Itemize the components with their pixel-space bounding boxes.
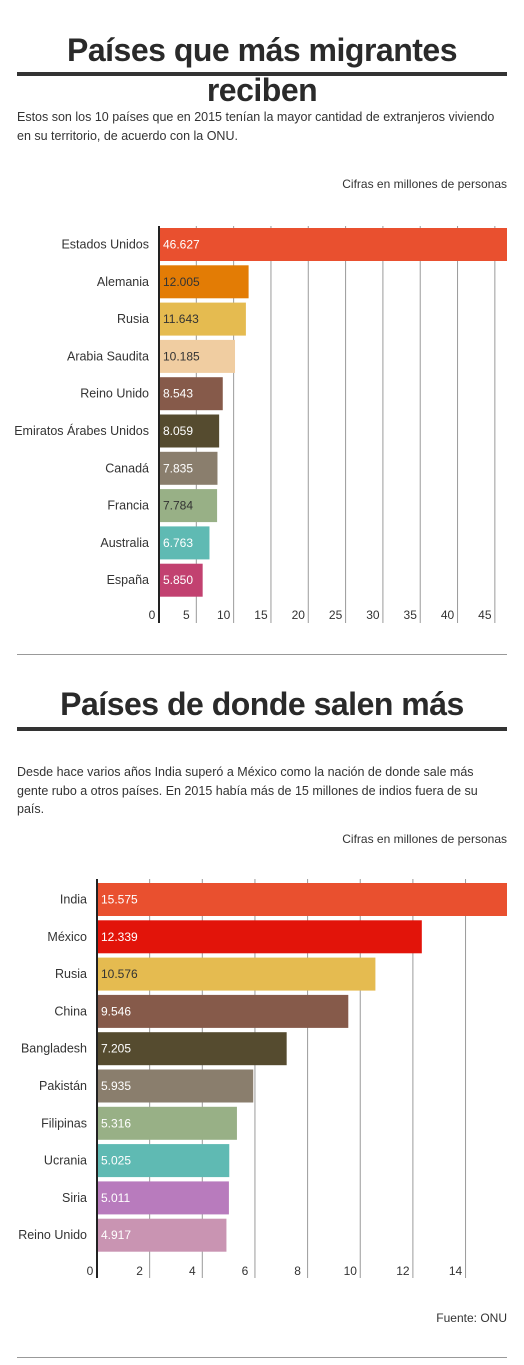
value-label: 8.543 xyxy=(163,387,193,401)
x-tick-label: 35 xyxy=(404,608,418,622)
category-label: Arabia Saudita xyxy=(67,349,149,363)
bar-6 xyxy=(159,451,218,485)
value-label: 6.763 xyxy=(163,536,193,550)
value-label: 4.917 xyxy=(101,1228,131,1242)
source-note: Fuente: ONU xyxy=(436,1311,507,1325)
x-tick-label: 4 xyxy=(189,1264,196,1278)
category-label: Rusia xyxy=(55,967,87,981)
bottom-rule xyxy=(17,1357,507,1358)
x-tick-label: 0 xyxy=(149,608,156,622)
x-tick-label: 8 xyxy=(294,1264,301,1278)
value-label: 15.575 xyxy=(101,893,138,907)
value-label: 7.784 xyxy=(163,499,193,513)
chart2-bar-chart: India 15.575 México 12.339 Rusia 10.576 China 9… xyxy=(18,879,507,1278)
bar-5 xyxy=(159,414,220,448)
bar-1 xyxy=(159,265,249,299)
bar-4 xyxy=(97,1032,287,1066)
category-label: Emiratos Árabes Unidos xyxy=(14,423,149,438)
value-label: 5.025 xyxy=(101,1154,131,1168)
bar-8 xyxy=(97,1181,229,1215)
chart1-unit-note: Cifras en millones de personas xyxy=(342,177,507,191)
bar-2 xyxy=(159,302,246,336)
category-label: Ucrania xyxy=(44,1154,87,1168)
value-label: 9.546 xyxy=(101,1004,131,1018)
value-label: 46.627 xyxy=(163,238,200,252)
bar-7 xyxy=(97,1144,230,1178)
bar-5 xyxy=(97,1069,254,1103)
category-label: Filipinas xyxy=(41,1116,87,1130)
x-tick-label: 40 xyxy=(441,608,455,622)
category-label: México xyxy=(47,930,87,944)
x-tick-label: 14 xyxy=(449,1264,463,1278)
value-label: 5.011 xyxy=(101,1191,130,1205)
category-label: Siria xyxy=(62,1191,87,1205)
value-label: 10.576 xyxy=(101,967,138,981)
chart2-unit-note: Cifras en millones de personas xyxy=(342,832,507,846)
x-tick-label: 10 xyxy=(217,608,231,622)
value-label: 7.835 xyxy=(163,461,193,475)
value-label: 5.850 xyxy=(163,573,193,587)
bar-2 xyxy=(97,957,376,991)
value-label: 5.316 xyxy=(101,1116,131,1130)
bar-9 xyxy=(97,1218,227,1252)
x-tick-label: 25 xyxy=(329,608,343,622)
category-label: Rusia xyxy=(117,312,149,326)
bar-9 xyxy=(159,563,203,597)
category-label: Pakistán xyxy=(39,1079,87,1093)
category-label: Bangladesh xyxy=(21,1042,87,1056)
bar-8 xyxy=(159,526,210,560)
bar-0 xyxy=(159,228,507,261)
x-tick-label: 2 xyxy=(136,1264,143,1278)
category-label: Reino Unido xyxy=(18,1228,87,1242)
category-label: Australia xyxy=(100,536,149,550)
bar-1 xyxy=(97,920,422,954)
title2-underline xyxy=(17,727,507,731)
value-label: 10.185 xyxy=(163,349,200,363)
category-label: China xyxy=(54,1004,87,1018)
chart1-bar-chart: Estados Unidos 46.627 Alemania 12.005 Rusia 1… xyxy=(14,226,507,623)
value-label: 7.205 xyxy=(101,1042,131,1056)
category-label: India xyxy=(60,893,87,907)
bar-4 xyxy=(159,377,223,411)
bar-3 xyxy=(159,339,236,373)
category-label: Estados Unidos xyxy=(61,238,149,252)
value-label: 12.339 xyxy=(101,930,138,944)
value-label: 12.005 xyxy=(163,275,200,289)
category-label: Francia xyxy=(107,499,149,513)
section-divider xyxy=(17,654,507,655)
x-tick-label: 12 xyxy=(396,1264,410,1278)
x-tick-label: 5 xyxy=(183,608,190,622)
x-tick-label: 0 xyxy=(87,1264,94,1278)
category-label: Alemania xyxy=(97,275,149,289)
category-label: Reino Unido xyxy=(80,387,149,401)
category-label: Canadá xyxy=(105,461,149,475)
x-tick-label: 45 xyxy=(478,608,492,622)
chart1-description: Estos son los 10 países que en 2015 tení… xyxy=(17,110,495,143)
value-label: 5.935 xyxy=(101,1079,131,1093)
bar-6 xyxy=(97,1106,237,1140)
value-label: 11.643 xyxy=(163,312,199,326)
bar-7 xyxy=(159,489,218,523)
bar-0 xyxy=(97,883,507,916)
x-tick-label: 30 xyxy=(366,608,380,622)
value-label: 8.059 xyxy=(163,424,193,438)
x-tick-label: 6 xyxy=(242,1264,249,1278)
chart2-description: Desde hace varios años India superó a Mé… xyxy=(17,765,478,816)
x-tick-label: 20 xyxy=(292,608,306,622)
x-tick-label: 10 xyxy=(344,1264,358,1278)
chart2-title: Países de donde salen más xyxy=(60,686,464,722)
chart1-title: Países que más migrantes reciben xyxy=(67,32,457,108)
title1-underline xyxy=(17,72,507,76)
x-tick-label: 15 xyxy=(254,608,268,622)
bar-3 xyxy=(97,994,349,1028)
category-label: España xyxy=(107,573,149,587)
